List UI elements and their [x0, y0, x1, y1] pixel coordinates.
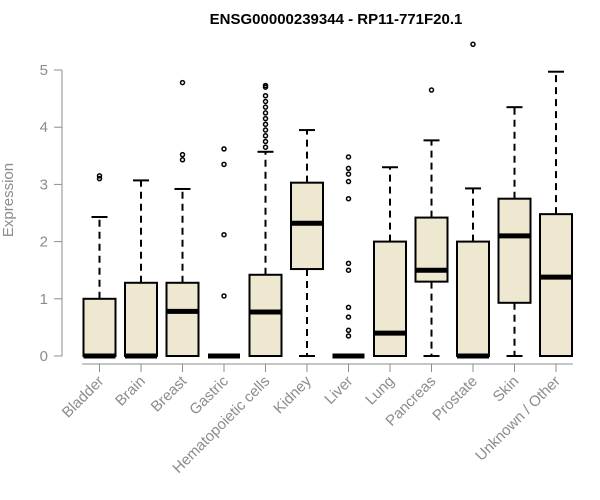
box-lung [373, 166, 407, 358]
outlier-point [470, 41, 476, 48]
outlier-point [221, 293, 227, 299]
box-rect [497, 197, 532, 304]
outlier-point [262, 127, 269, 133]
box-rect [539, 213, 573, 357]
outlier-point [179, 157, 186, 163]
box-rect [124, 281, 158, 357]
y-tick-label: 3 [40, 176, 48, 193]
outlier-point [262, 82, 269, 89]
outlier-point [221, 146, 227, 152]
outlier-point [345, 154, 352, 160]
outlier-point [345, 314, 352, 320]
x-tick-label: Lung [362, 373, 398, 409]
x-tick-label: Kidney [270, 372, 315, 417]
box-rect [456, 240, 490, 358]
box-rect [165, 281, 200, 357]
box-breast [165, 79, 200, 357]
x-tick-label: Breast [148, 372, 191, 415]
outlier-point [96, 175, 103, 182]
box-unknown-other [539, 70, 573, 357]
y-tick-label: 1 [40, 291, 48, 308]
outlier-point [262, 104, 269, 110]
box-liver [332, 154, 365, 359]
y-axis-ticks: 0 1 2 3 4 5 [40, 62, 62, 365]
outlier-point [179, 151, 186, 158]
boxes-layer [82, 41, 573, 359]
box-kidney [290, 129, 324, 357]
box-rect [373, 240, 407, 358]
y-axis-label: Expression [0, 163, 17, 237]
y-tick-label: 0 [40, 348, 48, 365]
outlier-point [345, 260, 352, 267]
x-tick-label: Skin [490, 373, 523, 406]
outlier-point [345, 165, 352, 172]
y-tick-label: 4 [40, 119, 48, 136]
outlier-point [262, 98, 269, 105]
y-tick-label: 2 [40, 234, 48, 251]
outlier-point [345, 171, 352, 177]
outlier-point [262, 133, 269, 139]
box-rect [248, 273, 283, 357]
box-hematopoietic-cells [248, 82, 283, 357]
box-bladder [82, 173, 117, 359]
box-skin [497, 106, 532, 357]
outlier-point [262, 121, 269, 128]
outlier-point [345, 195, 352, 202]
box-prostate [456, 41, 490, 359]
y-tick-label: 5 [40, 62, 48, 79]
box-pancreas [414, 87, 449, 357]
box-brain [124, 179, 158, 359]
outlier-point [221, 231, 227, 238]
x-tick-label: Bladder [59, 373, 108, 422]
chart-title: ENSG00000239344 - RP11-771F20.1 [210, 11, 463, 28]
outlier-point [345, 333, 352, 339]
outlier-point [262, 110, 269, 116]
x-tick-label: Prostate [429, 373, 481, 425]
box-gastric [208, 146, 240, 359]
outlier-point [179, 79, 186, 86]
x-tick-label: Liver [321, 373, 356, 408]
outlier-point [345, 267, 352, 273]
outlier-point [262, 115, 269, 122]
outlier-point [345, 304, 352, 311]
outlier-point [221, 161, 227, 168]
outlier-point [428, 87, 435, 93]
outlier-point [345, 327, 352, 334]
outlier-point [262, 144, 269, 150]
outlier-point [96, 173, 103, 179]
outlier-point [262, 92, 269, 99]
outlier-point [345, 178, 352, 185]
x-tick-label: Brain [112, 373, 149, 410]
outlier-point [262, 138, 269, 145]
box-rect [290, 181, 324, 271]
box-rect [82, 297, 117, 357]
